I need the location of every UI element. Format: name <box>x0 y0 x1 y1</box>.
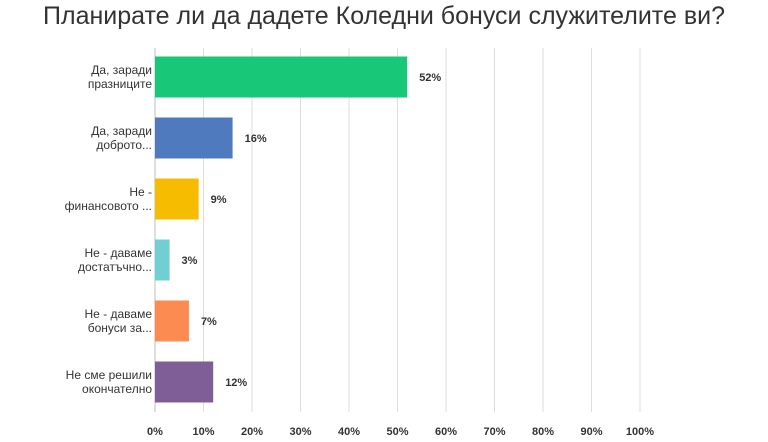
category-label: Не - даваме <box>84 307 152 321</box>
data-label: 12% <box>225 377 247 389</box>
bar <box>155 56 408 98</box>
category-label: празниците <box>88 77 152 91</box>
x-tick-label: 60% <box>435 426 457 438</box>
x-tick-label: 100% <box>626 426 654 438</box>
x-tick-label: 50% <box>386 426 408 438</box>
data-label: 9% <box>211 194 227 206</box>
data-label: 52% <box>419 72 441 84</box>
bar <box>155 361 214 403</box>
x-tick-label: 10% <box>192 426 214 438</box>
x-tick-label: 80% <box>532 426 554 438</box>
category-label: доброто... <box>96 138 152 152</box>
x-tick-label: 0% <box>147 426 163 438</box>
gridlines <box>154 48 641 412</box>
x-tick-label: 30% <box>289 426 311 438</box>
category-label: достатъчно... <box>78 260 152 274</box>
data-label: 3% <box>182 255 198 267</box>
category-label: Не сме решили <box>66 368 152 382</box>
x-tick-label: 70% <box>483 426 505 438</box>
chart-title: Планирате ли да дадете Коледни бонуси сл… <box>43 2 725 30</box>
category-label: Не - даваме <box>84 246 152 260</box>
bar <box>155 117 233 159</box>
x-tick-label: 40% <box>338 426 360 438</box>
category-label: Да, заради <box>91 63 152 77</box>
data-label: 7% <box>201 316 217 328</box>
category-label: окончателно <box>82 382 152 396</box>
labels: 0% 10% 20% 30% 40% 50% 60% 70% 80% 90% 100% 52% Да, … <box>65 63 655 438</box>
x-tick-label: 90% <box>580 426 602 438</box>
bar <box>155 300 189 342</box>
category-label: Не - <box>129 185 152 199</box>
bar <box>155 239 170 281</box>
data-label: 16% <box>245 133 267 145</box>
category-label: Да, заради <box>91 124 152 138</box>
category-label: финансовото ... <box>65 199 152 213</box>
bar <box>155 178 199 220</box>
category-label: бонуси за... <box>88 321 152 335</box>
x-tick-label: 20% <box>241 426 263 438</box>
bars <box>155 56 408 403</box>
